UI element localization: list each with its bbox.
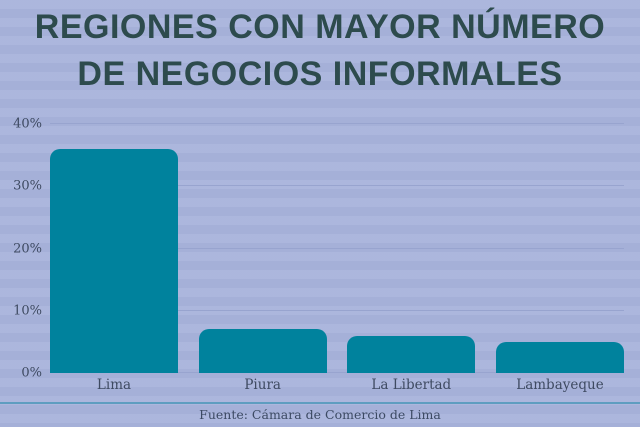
y-tick-label-20: 20%	[13, 241, 42, 256]
chart-title-line2: DE NEGOCIOS INFORMALES	[77, 55, 563, 93]
gridline-20	[50, 247, 624, 249]
x-tick-label-la-libertad: La Libertad	[371, 377, 452, 393]
y-tick-label-30: 30%	[13, 178, 42, 194]
bar-piura	[198, 329, 327, 373]
x-tick-label-piura: Piura	[244, 377, 281, 393]
gridline-0	[50, 372, 624, 373]
x-axis-labels: Lima Piura La Libertad Lambayeque	[50, 377, 624, 393]
bar-series	[50, 124, 624, 373]
x-tick-label-lambayeque: Lambayeque	[516, 377, 604, 393]
y-tick-label-0: 0%	[21, 365, 42, 381]
gridline-10	[50, 309, 624, 311]
y-tick-label-40: 40%	[13, 116, 42, 132]
bar-lambayeque	[495, 341, 624, 373]
bar-la-libertad	[347, 335, 476, 373]
plot-area	[50, 123, 624, 373]
footer-divider	[0, 402, 640, 404]
bar-lima	[50, 148, 178, 373]
chart-title-line1: REGIONES CON MAYOR NÚMERO	[34, 8, 606, 46]
y-axis-labels: 0% 10% 20% 30% 40%	[0, 117, 44, 381]
y-tick-label-10: 10%	[13, 303, 42, 319]
x-tick-label-lima: Lima	[96, 377, 132, 393]
gridline-40	[50, 123, 624, 124]
gridline-30	[50, 185, 624, 187]
source-caption: Fuente: Cámara de Comercio de Lima	[199, 407, 441, 422]
chart-title: REGIONES CON MAYOR NÚMERO DE NEGOCIOS IN…	[0, 4, 640, 98]
